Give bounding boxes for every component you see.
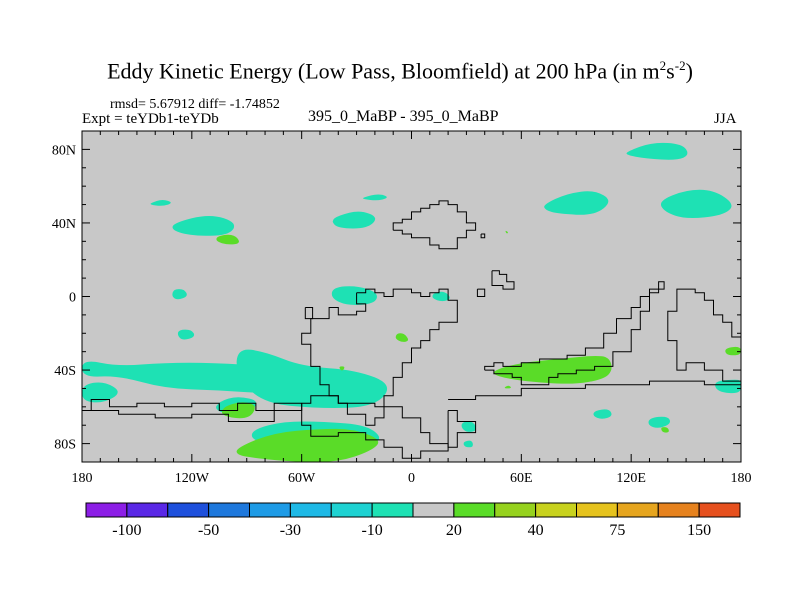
colorbar-swatch — [494, 502, 537, 518]
outline-antarctic-east-lower — [447, 410, 477, 448]
outline-island-2N-40E — [476, 288, 486, 297]
y-tick-label: 40S — [54, 364, 76, 379]
colorbar-label: -30 — [280, 522, 301, 539]
region-green-40S-35W — [339, 366, 345, 371]
colorbar-swatch — [453, 502, 496, 518]
outline-continent-north — [392, 200, 477, 250]
region-cyan-45S-60W — [236, 349, 388, 409]
region-cyan-50N-160W — [150, 199, 171, 206]
colorbar-swatch — [371, 502, 414, 518]
colorbar-swatch — [330, 502, 373, 518]
outline-continent-west-south — [301, 288, 458, 426]
x-tick-label: 0 — [408, 471, 415, 486]
colorbar-label: -100 — [112, 522, 141, 539]
land-outlines — [82, 200, 741, 459]
map-layer — [82, 131, 741, 462]
region-cyan-0-20E — [432, 291, 450, 302]
x-tick-label: 180 — [72, 471, 93, 486]
colorbar-swatch — [289, 502, 332, 518]
outline-antarctic-main — [301, 395, 449, 459]
region-cyan-40N-30W — [332, 211, 376, 229]
region-green-42S-80E — [493, 355, 612, 384]
colorbar-swatch — [698, 502, 741, 518]
colorbar-swatch — [249, 502, 291, 518]
outline-continent-far-east — [667, 288, 741, 382]
region-cyan-75N-150E — [626, 142, 688, 160]
x-tick-label: 180 — [731, 471, 752, 486]
region-cyan-0-130W — [172, 289, 187, 300]
season-label: JJA — [714, 111, 737, 127]
region-green-30N-95W — [216, 234, 239, 245]
chart-title: Eddy Kinetic Energy (Low Pass, Bloomfiel… — [107, 58, 693, 84]
region-cyan-37N-110W — [172, 216, 235, 236]
field-regions — [82, 142, 741, 462]
x-tick-label: 60W — [288, 471, 316, 486]
region-cyan-53N-120E — [544, 191, 609, 215]
experiment-label: Expt = teYDb1-teYDb — [82, 111, 219, 127]
colorbar: -100 -50 -30 -10 20 40 75 150 — [85, 502, 741, 539]
colorbar-swatch — [616, 502, 659, 518]
y-tick-label: 80S — [54, 438, 76, 453]
colorbar-label: -10 — [361, 522, 382, 539]
colorbar-swatch — [85, 502, 128, 518]
outline-island-12N-45E — [491, 270, 515, 290]
colorbar-label: 20 — [446, 522, 462, 539]
x-tick-label: 120W — [175, 471, 210, 486]
colorbar-swatch — [167, 502, 210, 518]
region-green-72S-140E — [661, 427, 669, 433]
region-cyan-80S-30E — [463, 440, 473, 448]
x-tick-label: 120E — [616, 471, 646, 486]
case-label: 395_0_MaBP - 395_0_MaBP — [308, 108, 499, 125]
region-cyan-55S-170W — [82, 382, 118, 403]
axes-layer: 180 120W 60W 0 60E 120E 180 80N 40N 0 40S 80S — [52, 130, 752, 486]
region-cyan-20S-115W — [177, 329, 195, 340]
colorbar-swatch — [208, 502, 250, 518]
outline-antarctic-shelf-west — [82, 399, 303, 422]
outline-island-35N-40E — [480, 233, 486, 239]
outline-continent-east — [484, 281, 665, 386]
y-tick-label: 40N — [52, 217, 76, 232]
region-green-25S-5W — [395, 333, 409, 342]
outline-island-30S-55W — [304, 307, 314, 320]
colorbar-label: 75 — [609, 522, 625, 539]
region-green-78S-55W — [236, 428, 379, 462]
region-cyan-70S-35E — [461, 421, 477, 432]
region-cyan-48S-175E — [715, 379, 741, 394]
region-green-60S-93W — [221, 402, 255, 419]
y-tick-label: 80N — [52, 143, 76, 158]
colorbar-swatch — [412, 502, 455, 518]
colorbar-label: 40 — [528, 522, 544, 539]
colorbar-swatch — [657, 502, 700, 518]
colorbar-swatch — [576, 502, 618, 518]
outline-antarctic-east — [448, 380, 741, 400]
region-green-35N-55E — [505, 230, 508, 234]
region-green-50S-55E — [504, 385, 511, 389]
colorbar-swatch — [126, 502, 169, 518]
colorbar-swatch — [535, 502, 577, 518]
colorbar-label: 150 — [687, 522, 711, 539]
rmsd-diff-stats: rmsd= 5.67912 diff= -1.74852 — [110, 97, 280, 112]
region-cyan-50N-160E — [660, 189, 732, 219]
region-cyan-55N-20W — [362, 194, 387, 201]
region-cyan-60S-105E — [593, 409, 612, 419]
y-tick-label: 0 — [69, 291, 76, 306]
colorbar-label: -50 — [198, 522, 219, 539]
region-green-30S-180 — [725, 346, 741, 356]
region-cyan-70S-135E — [648, 416, 670, 428]
x-tick-label: 60E — [510, 471, 533, 486]
